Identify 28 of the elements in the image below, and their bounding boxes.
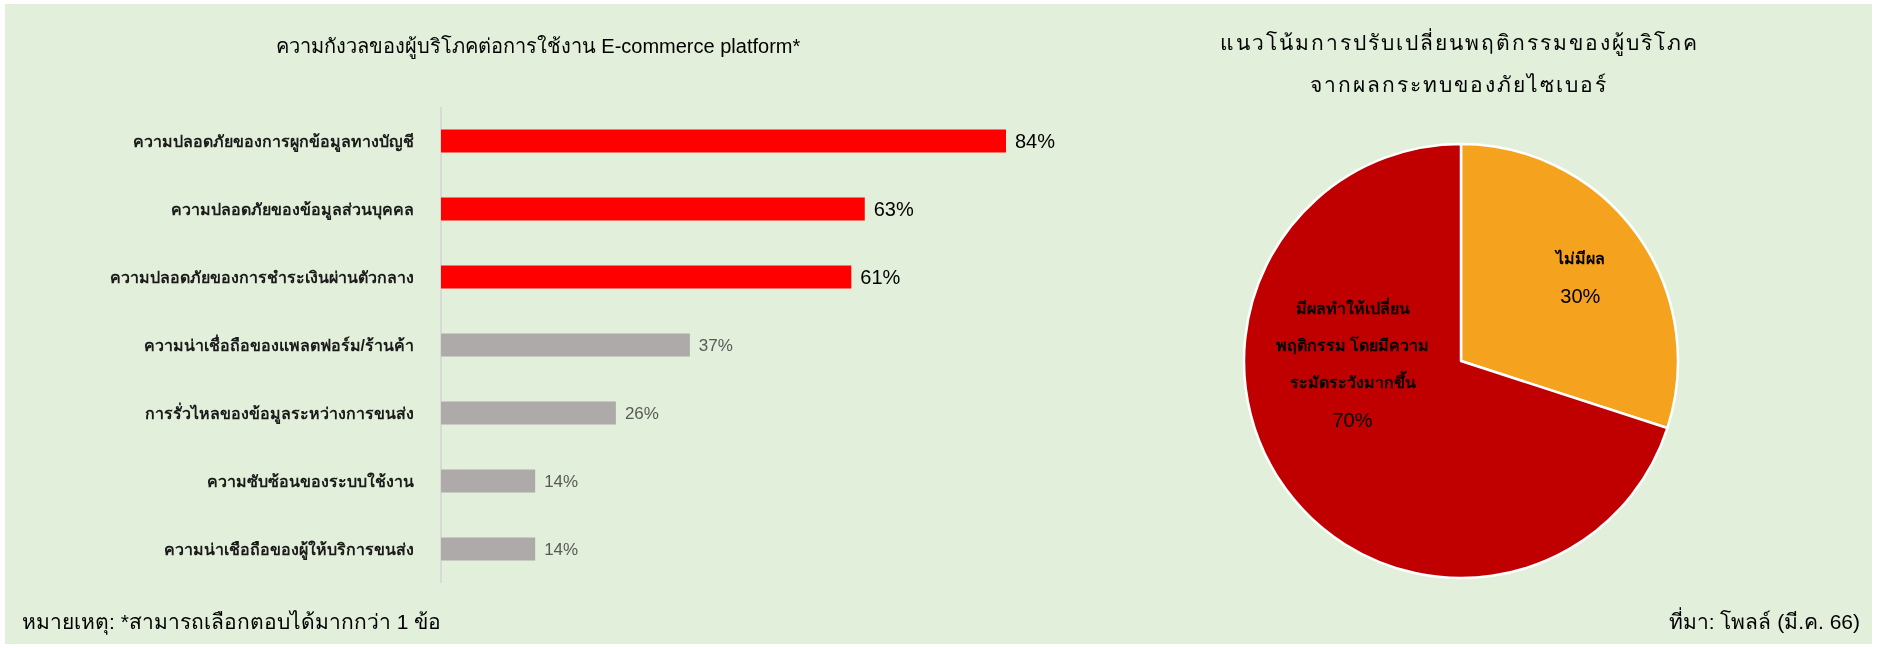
slice-label: ไม่มีผล [1553,248,1606,270]
bar [441,197,865,221]
data-label: 30% [1559,285,1602,309]
y-tick-label: ความน่าเชือถือของผู้ให้บริการขนส่ง [164,539,414,561]
bar [441,401,616,425]
y-tick-label: ความปลอดภัยของข้อมูลส่วนบุคคล [171,200,414,221]
y-tick-label: ความน่าเชื่อถือของแพลตฟอร์ม/ร้านค้า [143,333,414,354]
data-label: 84% [1015,130,1056,152]
data-label: 70% [1331,409,1374,432]
bar [441,265,852,289]
chart-title: ความกังวลของผู้บริโภคต่อการใช้งาน E-commerce platform* [275,35,801,59]
y-tick-label: ความปลอดภัยของการชำระเงินผ่านตัวกลาง [110,268,414,286]
text: หมายเหตุ: *สามารถเลือกตอบได้มากกว่า 1 ข้อ [22,609,442,635]
bar [441,129,1006,153]
data-label: 26% [624,403,659,423]
bar [441,537,536,561]
y-tick-label: ความซับซ้อนของระบบใช้งาน [207,471,414,490]
data-label: 14% [544,471,579,491]
bar [441,469,536,493]
bar [441,333,690,357]
data-label: 14% [544,539,579,559]
text: ที่มา: โพลล์ (มี.ค. 66) [1668,606,1860,633]
y-tick-label: การรั่วไหลของข้อมูลระหว่างการขนส่ง [145,401,414,425]
y-tick-label: ความปลอดภัยของการผูกข้อมูลทางบัญชี [133,131,414,153]
data-label: 63% [873,198,914,220]
data-label: 37% [698,335,733,355]
chart-title: แนวโน้มการปรับเปลี่ยนพฤติกรรมของผู้บริโภคจากผลกระทบของภัยไซเบอร์ [1218,27,1700,98]
data-label: 61% [860,266,901,288]
